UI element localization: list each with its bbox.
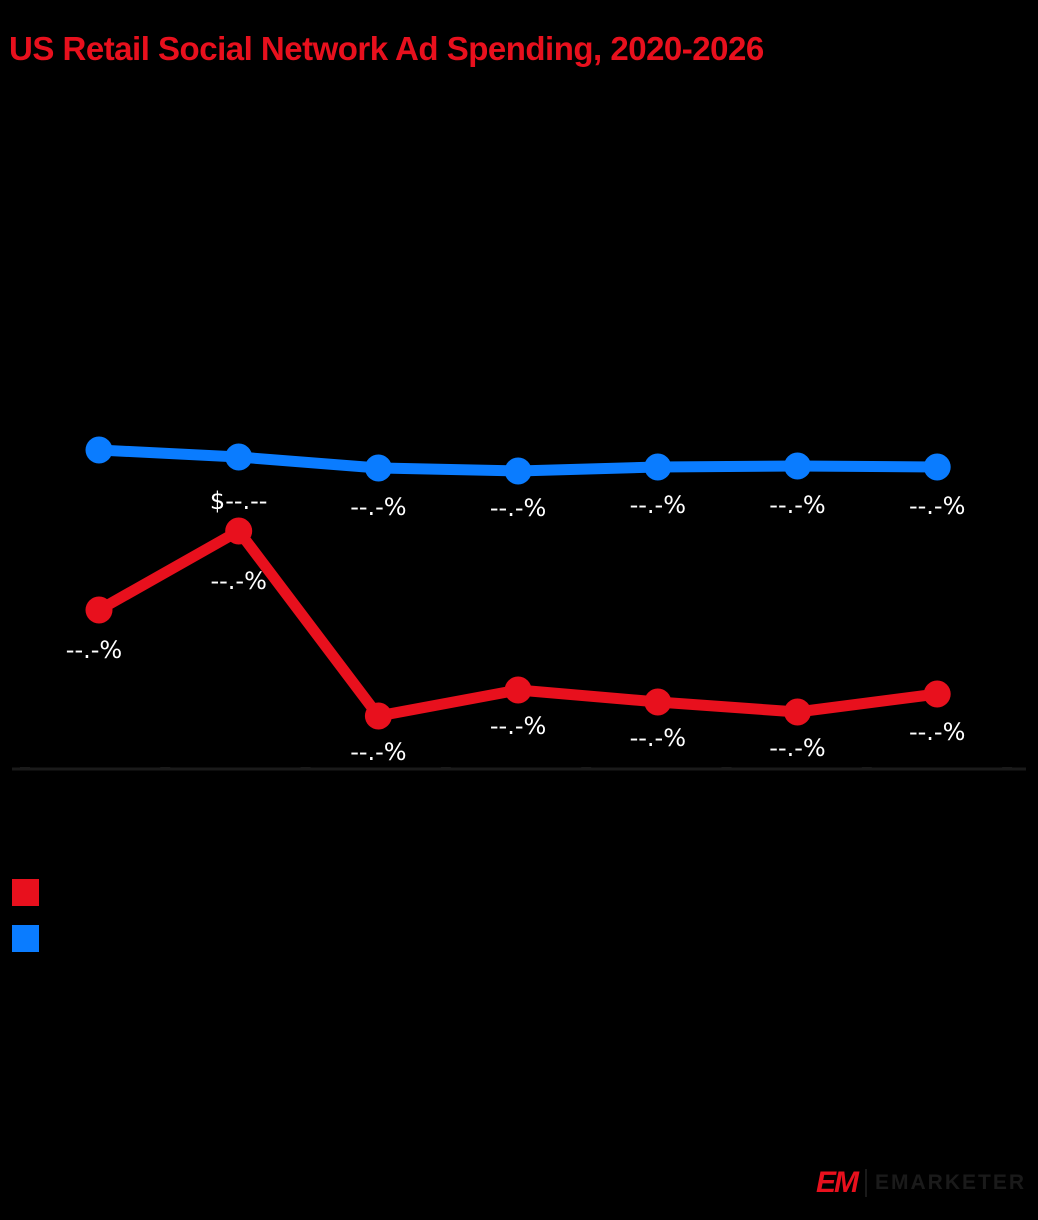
x-tick xyxy=(581,767,592,770)
data-label: --.-% xyxy=(909,492,965,520)
x-tick xyxy=(861,767,872,770)
data-label: --.-% xyxy=(490,494,546,522)
legend-item-blue[interactable] xyxy=(12,925,51,952)
series-layer xyxy=(85,436,951,730)
data-point[interactable] xyxy=(784,452,811,480)
data-point[interactable] xyxy=(364,702,392,730)
data-label: --.-% xyxy=(769,734,825,762)
chart-title: US Retail Social Network Ad Spending, 20… xyxy=(9,30,764,67)
x-tick xyxy=(1002,767,1013,770)
data-point[interactable] xyxy=(784,698,811,726)
data-label: --.-% xyxy=(630,491,686,519)
data-labels: --.-% --.-% --.-% --.-% --.-% --.-% --.-% $--.-… xyxy=(66,487,966,766)
data-label: --.-% xyxy=(210,567,266,595)
data-point[interactable] xyxy=(923,453,951,481)
data-point[interactable] xyxy=(225,517,253,545)
data-point[interactable] xyxy=(644,688,672,716)
legend-item-red[interactable] xyxy=(12,879,51,906)
data-point[interactable] xyxy=(504,457,532,485)
logo-divider xyxy=(864,1169,867,1197)
logo-wordmark: EMARKETER xyxy=(874,1171,1026,1194)
data-point[interactable] xyxy=(225,443,253,471)
x-tick xyxy=(440,767,451,770)
data-label: --.-% xyxy=(490,712,546,740)
data-point[interactable] xyxy=(644,453,672,481)
data-label: $--.-- xyxy=(210,487,268,515)
data-point[interactable] xyxy=(85,436,113,464)
data-label: --.-% xyxy=(909,718,965,746)
data-point[interactable] xyxy=(364,454,392,482)
data-point[interactable] xyxy=(85,596,113,624)
em-logo-icon: EM xyxy=(815,1166,859,1199)
legend xyxy=(12,879,51,971)
x-axis xyxy=(12,767,1026,771)
data-label: --.-% xyxy=(630,724,686,752)
data-label: --.-% xyxy=(769,491,825,519)
data-label: --.-% xyxy=(350,738,406,766)
x-tick xyxy=(20,767,30,770)
legend-swatch-blue xyxy=(12,925,39,952)
legend-swatch-red xyxy=(12,879,39,906)
x-tick xyxy=(721,767,732,770)
x-tick xyxy=(160,767,171,770)
x-tick xyxy=(300,767,311,770)
data-label: --.-% xyxy=(66,636,122,664)
data-label: --.-% xyxy=(350,493,406,521)
emarketer-logo: EM EMARKETER xyxy=(816,1166,1026,1200)
data-point[interactable] xyxy=(923,680,951,708)
data-point[interactable] xyxy=(504,676,532,704)
